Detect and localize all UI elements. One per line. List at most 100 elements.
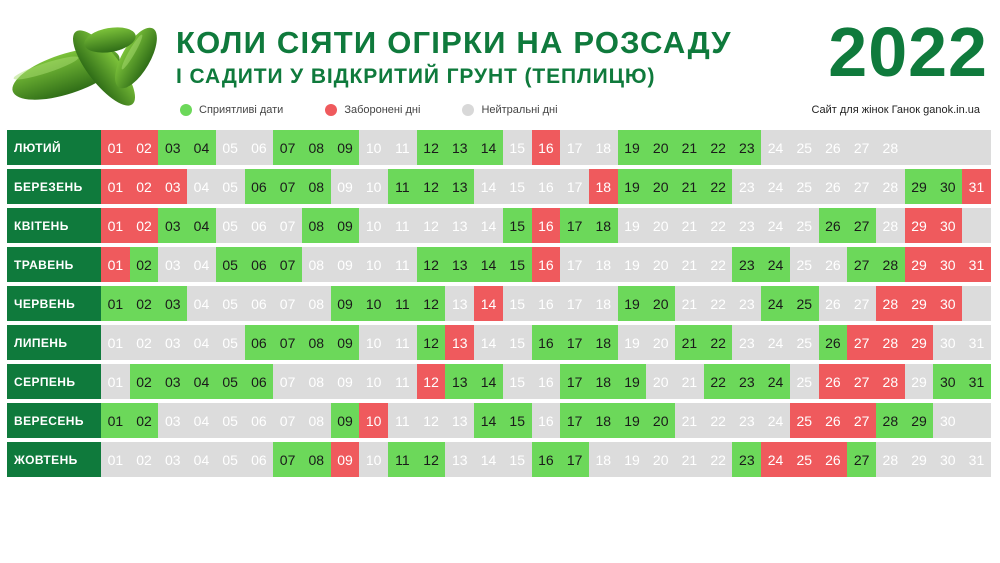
day-cell-neutral: 22 <box>710 256 726 273</box>
day-cell-neutral: 20 <box>652 451 669 468</box>
day-cell-neutral: 20 <box>652 256 669 273</box>
day-cell-bad: 16 <box>531 130 561 165</box>
day-cell-good: 24 <box>761 364 790 399</box>
day-cell-neutral: 04 <box>193 334 210 351</box>
day-cell-neutral: 29 <box>911 451 927 468</box>
day-cell-bad: 31 <box>962 169 991 204</box>
day-cell-neutral: 21 <box>681 373 698 390</box>
month-row: ЧЕРВЕНЬ 01 02 03 04 05 06 07 08 09 10 11 12 13 14 15 16 1… <box>7 286 991 321</box>
day-cell-neutral: 04 <box>193 295 210 312</box>
month-label: КВІТЕНЬ <box>7 208 101 243</box>
day-cell-good: 30 <box>933 364 963 399</box>
day-cell-good: 04 <box>187 364 216 399</box>
day-cell-bad: 09 <box>330 442 360 477</box>
day-cell-neutral: 18 <box>595 139 612 156</box>
day-cell-good: 12 <box>416 325 446 360</box>
day-cell-neutral: 13 <box>452 217 468 234</box>
month-row: ЛЮТИЙ 01 02 03 04 05 06 07 08 09 10 11 12 13 14 15 16 17 1… <box>7 130 991 165</box>
day-cell-neutral: 25 <box>796 373 813 390</box>
day-cell-neutral: 01 <box>107 334 124 351</box>
day-cell-neutral: 05 <box>222 451 238 468</box>
day-cell-neutral: 19 <box>624 256 640 273</box>
day-cell-neutral: 21 <box>681 451 698 468</box>
day-cell-neutral: 05 <box>222 139 238 156</box>
day-cell-neutral: 22 <box>710 217 726 234</box>
month-row: ЖОВТЕНЬ 01 02 03 04 05 06 07 08 09 10 11 12 13 14 15 16 1… <box>7 442 991 477</box>
day-cell-neutral: 25 <box>796 178 813 195</box>
day-cell-neutral: 26 <box>825 178 841 195</box>
legend-item-bad: Заборонені дні <box>325 104 420 116</box>
day-cell-good: 15 <box>502 247 532 282</box>
neutral-dot-icon <box>462 104 475 116</box>
legend-item-good: Сприятливі дати <box>180 104 283 116</box>
day-cell-good: 21 <box>675 130 704 165</box>
day-cell-neutral: 04 <box>193 178 210 195</box>
day-cell-neutral: 23 <box>739 334 755 351</box>
day-cell-neutral: 08 <box>308 295 325 312</box>
day-cell-neutral: 16 <box>538 295 554 312</box>
day-cell-neutral: 16 <box>538 412 554 429</box>
year-label: 2022 <box>828 13 988 91</box>
day-cell-neutral: 08 <box>308 373 325 390</box>
day-cell-neutral: 28 <box>882 139 899 156</box>
day-cell-good: 27 <box>847 208 876 243</box>
day-cell-good: 03 <box>158 286 188 321</box>
day-cell-neutral: 17 <box>566 256 583 273</box>
day-cell-neutral: 04 <box>193 412 210 429</box>
day-cell-good: 01 <box>101 403 130 438</box>
day-cell-neutral: 14 <box>480 217 497 234</box>
day-cell-neutral: 21 <box>681 412 698 429</box>
page-title: КОЛИ СІЯТИ ОГІРКИ НА РОЗСАДУ <box>176 25 732 60</box>
day-cell-neutral: 10 <box>365 373 382 390</box>
day-cell-neutral: 18 <box>595 451 612 468</box>
day-cell-neutral: 30 <box>939 451 956 468</box>
day-cell-neutral: 27 <box>853 139 870 156</box>
day-cell-neutral: 15 <box>509 295 525 312</box>
day-cell-neutral: 26 <box>825 139 841 156</box>
good-dot-icon <box>180 104 192 116</box>
day-cell-neutral: 05 <box>222 178 238 195</box>
day-cell-good: 04 <box>187 130 216 165</box>
day-cell-good: 02 <box>129 364 159 399</box>
day-cell-good: 07 <box>273 247 302 282</box>
day-cell-neutral: 14 <box>480 334 497 351</box>
day-cell-good: 21 <box>675 169 704 204</box>
day-cell-bad: 01 <box>101 208 130 243</box>
day-cell-good: 14 <box>474 403 503 438</box>
day-cell-neutral: 21 <box>681 256 698 273</box>
day-cell-good: 09 <box>330 130 360 165</box>
day-cell-neutral: 12 <box>423 217 439 234</box>
day-cell-neutral: 27 <box>853 295 870 312</box>
day-cell-good: 19 <box>617 130 647 165</box>
day-cell-neutral: 11 <box>395 139 410 156</box>
day-cell-neutral: 18 <box>595 256 612 273</box>
day-cell-good: 08 <box>301 130 331 165</box>
day-cell-neutral: 13 <box>452 451 468 468</box>
day-cell-neutral: 19 <box>624 334 640 351</box>
day-cell-good: 29 <box>904 169 934 204</box>
day-cell-neutral: 06 <box>251 295 267 312</box>
day-cell-good: 22 <box>703 169 733 204</box>
day-cell-good: 19 <box>617 403 647 438</box>
day-cell-good: 18 <box>588 208 618 243</box>
day-cell-neutral: 23 <box>739 412 755 429</box>
day-cell-good: 20 <box>646 286 676 321</box>
day-cell-neutral: 02 <box>136 334 152 351</box>
day-cell-neutral: 23 <box>739 217 755 234</box>
day-cell-bad: 13 <box>445 325 475 360</box>
day-cell-bad: 31 <box>962 247 991 282</box>
day-cell-bad: 27 <box>847 403 876 438</box>
day-cell-bad: 29 <box>904 286 934 321</box>
day-cell-good: 08 <box>301 208 331 243</box>
day-cell-bad: 02 <box>129 169 159 204</box>
day-cell-neutral: 06 <box>251 412 267 429</box>
day-cell-neutral: 16 <box>538 178 554 195</box>
day-cell-bad: 16 <box>531 208 561 243</box>
day-cell-neutral: 22 <box>710 295 726 312</box>
day-cell-good: 14 <box>474 364 503 399</box>
day-cell-neutral: 25 <box>796 256 813 273</box>
day-cell-good: 27 <box>847 247 876 282</box>
cucumbers-illustration <box>12 27 157 106</box>
day-cell-neutral: 24 <box>767 412 784 429</box>
month-label: ЖОВТЕНЬ <box>7 442 101 477</box>
